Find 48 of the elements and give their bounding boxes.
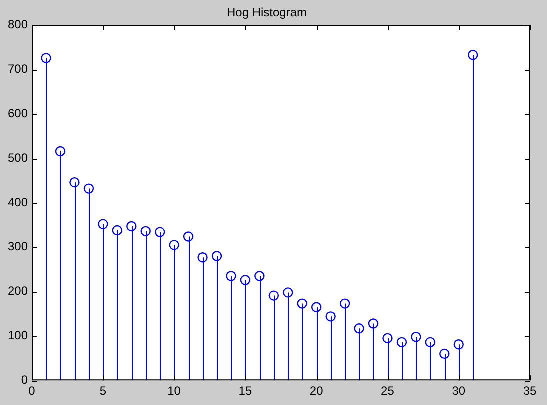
point <box>396 337 408 348</box>
x-tick-label: 35 <box>523 384 537 398</box>
x-tick-label: 20 <box>310 384 324 398</box>
y-tick-label: 200 <box>8 284 28 298</box>
point <box>468 50 478 60</box>
point <box>283 288 294 298</box>
point <box>198 252 208 263</box>
x-tick-label: 30 <box>452 384 466 398</box>
point <box>425 337 436 348</box>
y-tick-label: 500 <box>8 150 28 165</box>
x-tick-label: 25 <box>381 384 395 398</box>
point <box>41 53 52 64</box>
point <box>84 184 94 194</box>
point <box>183 232 194 242</box>
point <box>382 333 393 344</box>
point <box>55 146 66 157</box>
point <box>268 290 279 301</box>
y-tick-label: 300 <box>8 240 28 254</box>
y-tick-label: 600 <box>8 106 28 121</box>
point <box>368 318 379 329</box>
point <box>411 332 422 342</box>
x-tick-label: 10 <box>168 384 182 398</box>
y-tick-label: 100 <box>8 328 28 343</box>
point <box>169 240 180 250</box>
point <box>98 219 108 230</box>
point <box>212 251 222 262</box>
point <box>311 302 322 312</box>
point <box>254 271 265 282</box>
point <box>226 271 236 282</box>
point <box>126 221 137 232</box>
y-tick-label: 800 <box>8 18 28 32</box>
point <box>297 298 308 309</box>
point <box>440 348 450 360</box>
y-tick-label: 0 <box>21 372 28 387</box>
x-tick-label: 5 <box>100 384 107 398</box>
point <box>140 226 151 237</box>
point <box>154 227 166 238</box>
point <box>354 324 364 334</box>
y-tick-label: 700 <box>8 62 28 76</box>
point <box>112 225 122 236</box>
point <box>326 312 336 322</box>
point <box>340 298 350 309</box>
point <box>240 275 251 286</box>
point <box>70 177 80 188</box>
x-tick-label: 15 <box>238 384 252 398</box>
chart-title: Hog Histogram <box>226 6 308 20</box>
point <box>454 340 464 350</box>
y-tick-label: 400 <box>8 195 28 210</box>
